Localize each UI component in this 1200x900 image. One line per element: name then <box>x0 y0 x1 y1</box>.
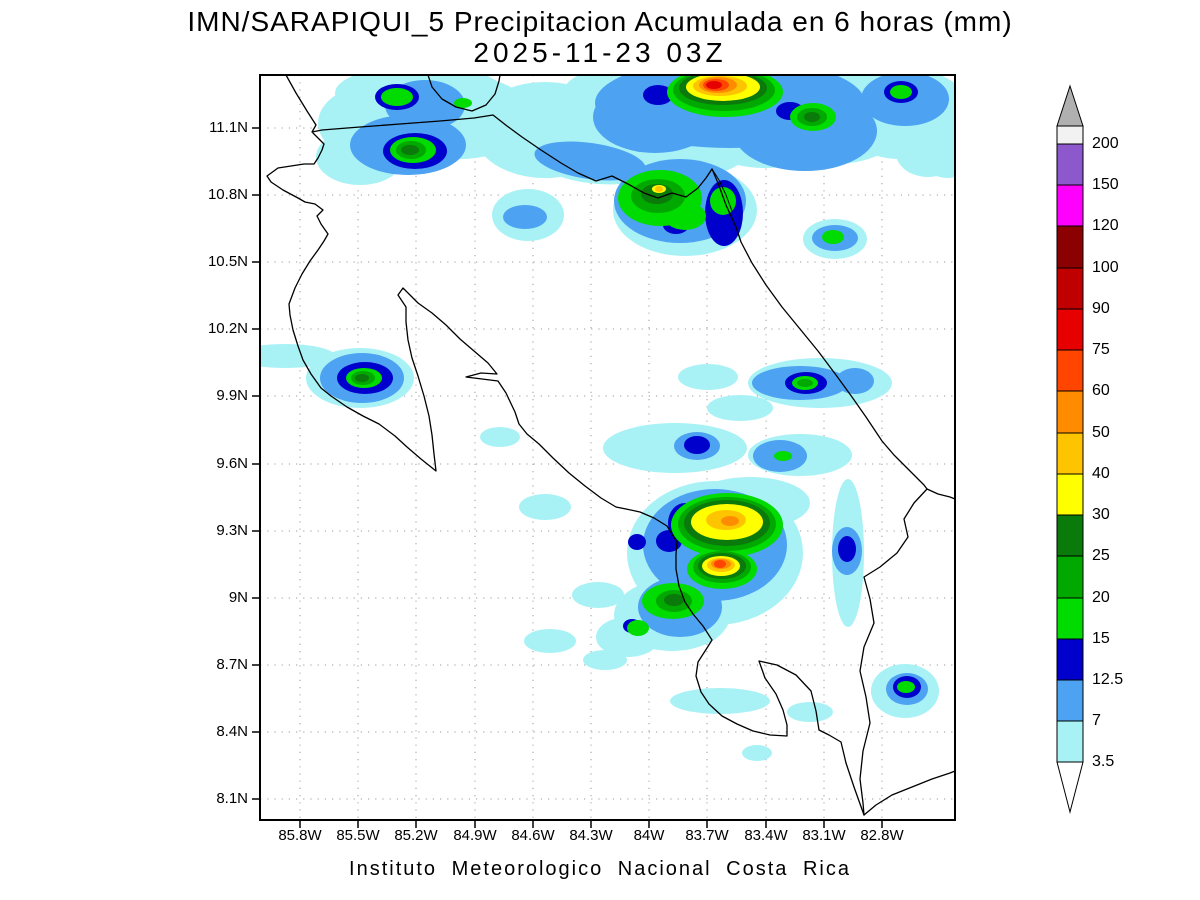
lat-tick-label: 8.7N <box>216 656 248 673</box>
lon-tick-label: 85.5W <box>336 827 380 844</box>
colorbar-label: 25 <box>1092 547 1110 564</box>
colorbar-segment-120-150 <box>1056 184 1084 227</box>
colorbar-label: 150 <box>1092 176 1119 193</box>
lon-tick-label: 83.4W <box>744 827 788 844</box>
colorbar-label: 75 <box>1092 341 1110 358</box>
colorbar-segment-7-12.5 <box>1056 679 1084 722</box>
lat-tick-label: 9.6N <box>216 455 248 472</box>
colorbar-label: 50 <box>1092 424 1110 441</box>
colorbar-label: 120 <box>1092 217 1119 234</box>
colorbar-segment-gt200 <box>1056 125 1084 145</box>
colorbar-segment-3.5-7 <box>1056 720 1084 763</box>
colorbar-bottom-arrow <box>1056 761 1084 814</box>
lon-tick-label: 84.9W <box>453 827 497 844</box>
colorbar-segment-50-60 <box>1056 390 1084 434</box>
colorbar-segment-20-25 <box>1056 555 1084 599</box>
colorbar <box>1056 84 1084 814</box>
colorbar-segment-90-100 <box>1056 267 1084 310</box>
chart-subtitle-datetime: 2025-11-23 03Z <box>473 37 727 68</box>
pacific-coastline <box>266 132 865 816</box>
colorbar-label: 12.5 <box>1092 671 1124 688</box>
lat-tick-label: 9.3N <box>216 522 248 539</box>
colorbar-label: 30 <box>1092 506 1110 523</box>
colorbar-segment-30-40 <box>1056 473 1084 516</box>
lat-tick-label: 11.1N <box>209 119 248 136</box>
colorbar-label: 100 <box>1092 259 1119 276</box>
colorbar-label: 200 <box>1092 135 1119 152</box>
precipitation-shading <box>260 75 955 761</box>
lat-tick-label: 8.4N <box>216 723 248 740</box>
colorbar-label: 20 <box>1092 589 1110 606</box>
colorbar-segment-25-30 <box>1056 514 1084 557</box>
axis-ticks <box>252 127 883 828</box>
colorbar-segment-100-120 <box>1056 225 1084 269</box>
lat-tick-label: 10.5N <box>207 253 248 270</box>
colorbar-label: 7 <box>1092 712 1101 729</box>
colorbar-segment-15-20 <box>1056 597 1084 640</box>
lat-tick-label: 10.2N <box>207 320 248 337</box>
colorbar-segment-75-90 <box>1056 308 1084 351</box>
lon-tick-label: 85.2W <box>394 827 438 844</box>
panama-border-line <box>859 488 955 816</box>
colorbar-label: 40 <box>1092 465 1110 482</box>
colorbar-label: 60 <box>1092 382 1110 399</box>
colorbar-top-arrow <box>1056 84 1084 127</box>
lon-tick-label: 85.8W <box>278 827 322 844</box>
colorbar-segment-12.5-15 <box>1056 638 1084 681</box>
lat-tick-label: 9N <box>228 589 248 606</box>
lon-tick-label: 82.8W <box>860 827 904 844</box>
chart-title: IMN/SARAPIQUI_5 Precipitacion Acumulada … <box>187 6 1013 37</box>
precip-75-90mm <box>706 81 722 89</box>
colorbar-label: 15 <box>1092 630 1110 647</box>
colorbar-segment-60-75 <box>1056 349 1084 392</box>
colorbar-segment-150-200 <box>1056 143 1084 186</box>
lon-tick-label: 84.6W <box>511 827 555 844</box>
lon-tick-label: 83.7W <box>685 827 729 844</box>
caribbean-coastline <box>711 168 955 500</box>
lat-tick-label: 10.8N <box>207 186 248 203</box>
lake-nicaragua-outline <box>427 75 501 112</box>
colorbar-label: 90 <box>1092 300 1110 317</box>
lat-tick-label: 9.9N <box>216 387 248 404</box>
nicaragua-border-line <box>285 75 713 199</box>
footer-caption: Instituto Meteorologico Nacional Costa R… <box>349 858 851 880</box>
lon-tick-label: 84.3W <box>569 827 613 844</box>
lon-tick-label: 84W <box>633 827 665 844</box>
map-frame <box>259 74 956 821</box>
colorbar-label: 3.5 <box>1092 753 1115 770</box>
tortuguero-river-line <box>711 168 733 212</box>
lon-tick-label: 83.1W <box>802 827 846 844</box>
lat-tick-label: 8.1N <box>216 790 248 807</box>
colorbar-segment-40-50 <box>1056 432 1084 475</box>
